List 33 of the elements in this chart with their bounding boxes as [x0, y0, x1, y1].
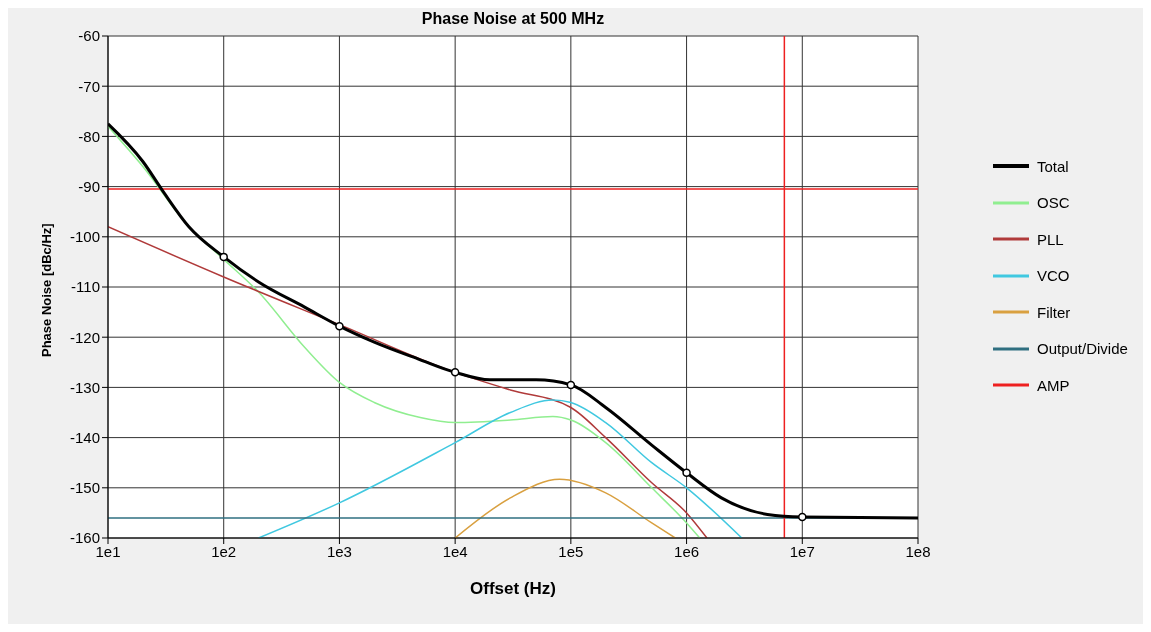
legend-label: Total	[1037, 157, 1069, 175]
y-tick-label: -120	[69, 328, 100, 346]
point	[219, 252, 228, 262]
y-tick-label: -80	[78, 127, 100, 145]
y-tick-label: -140	[69, 428, 100, 446]
y-tick-label: -70	[78, 77, 100, 95]
point	[682, 468, 691, 477]
point	[450, 368, 460, 377]
y-tick-label: -90	[78, 177, 100, 195]
point	[798, 512, 807, 522]
legend-label: Filter	[1037, 303, 1071, 321]
x-tick-label: 1e8	[905, 542, 931, 560]
legend-label: PLL	[1037, 230, 1064, 248]
x-tick-label: 1e3	[326, 542, 352, 560]
x-tick-label: 1e7	[789, 542, 815, 560]
y-tick-label: -60	[78, 27, 100, 45]
y-tick-label: -100	[69, 228, 100, 246]
point	[335, 321, 344, 331]
legend-label: VCO	[1037, 267, 1070, 285]
x-axis-title: Offset (Hz)	[470, 579, 556, 598]
legend-label: AMP	[1037, 376, 1070, 394]
x-tick-label: 1e4	[442, 542, 468, 560]
legend-label: OSC	[1037, 194, 1070, 212]
y-tick-label: -110	[71, 278, 100, 296]
legend-label: Output/Divide	[1037, 340, 1128, 358]
x-tick-label: 1e2	[211, 542, 237, 560]
chart-title: Phase Noise at 500 MHz	[420, 10, 606, 28]
point	[566, 380, 576, 390]
x-tick-label: 1e5	[558, 542, 584, 560]
y-tick-label: -150	[69, 479, 100, 497]
y-tick-label: -130	[69, 378, 100, 396]
x-tick-label: 1e6	[674, 542, 700, 560]
y-axis-title: Phase Noise [dBc/Hz]	[38, 223, 54, 357]
